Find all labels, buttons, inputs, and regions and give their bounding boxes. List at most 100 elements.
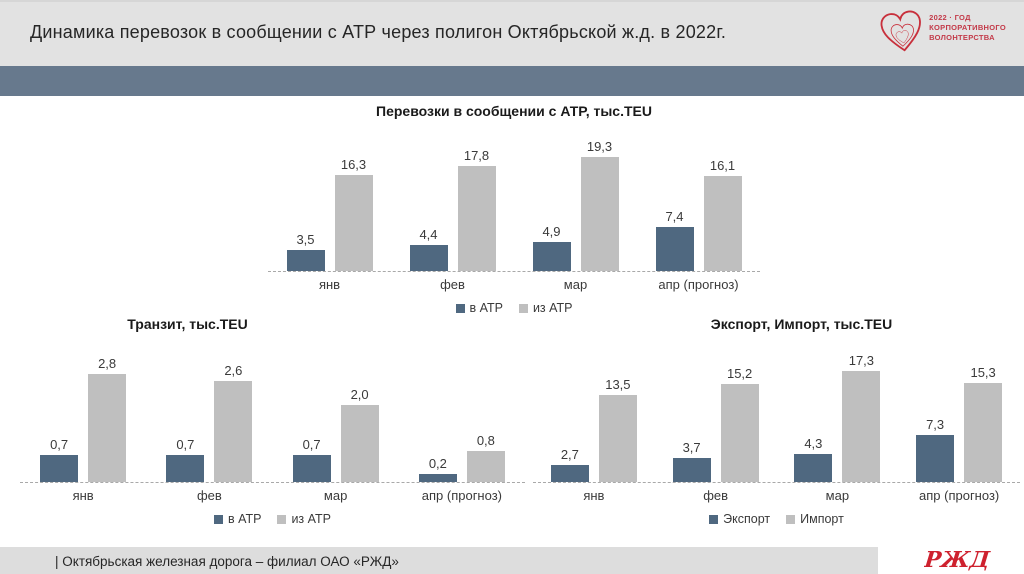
bar-with-label: 7,4 bbox=[655, 209, 694, 271]
axis-label: апр (прогноз) bbox=[421, 488, 502, 503]
bar-with-label: 16,3 bbox=[334, 157, 373, 271]
bar-with-label: 16,1 bbox=[703, 158, 742, 271]
bar-group: 3,5 16,3 bbox=[268, 157, 391, 271]
rzd-logo-icon: РЖД bbox=[924, 547, 992, 572]
bar-group: 3,7 15,2 bbox=[655, 366, 777, 482]
slide-footer: | Октябрьская железная дорога – филиал О… bbox=[0, 547, 1024, 574]
value-label: 3,5 bbox=[296, 232, 315, 247]
volunteer-year-badge: 2022 · ГОД КОРПОРАТИВНОГО ВОЛОНТЕРСТВА bbox=[879, 7, 1006, 57]
bar bbox=[334, 175, 373, 271]
bar-group: 7,4 16,1 bbox=[637, 158, 760, 271]
value-label: 0,2 bbox=[428, 456, 447, 471]
value-label: 16,3 bbox=[340, 157, 367, 172]
value-label: 0,7 bbox=[50, 437, 69, 452]
value-label: 2,0 bbox=[350, 387, 369, 402]
value-label: 15,3 bbox=[970, 365, 996, 380]
axis-label: янв bbox=[318, 277, 341, 292]
heart-scribble-icon bbox=[880, 10, 922, 52]
bar-group: 4,3 17,3 bbox=[777, 353, 899, 482]
bar-with-label: 3,7 bbox=[672, 440, 711, 482]
bar bbox=[418, 474, 457, 482]
bar bbox=[292, 455, 331, 482]
value-label: 0,7 bbox=[302, 437, 321, 452]
chart-legend: Экспорт Импорт bbox=[533, 512, 1020, 526]
axis-label: апр (прогноз) bbox=[658, 277, 739, 292]
badge-line-3: ВОЛОНТЕРСТВА bbox=[929, 33, 995, 43]
bar-with-label: 4,3 bbox=[794, 436, 833, 482]
bar bbox=[466, 451, 505, 482]
bar-with-label: 7,3 bbox=[916, 417, 955, 482]
value-label: 7,3 bbox=[926, 417, 945, 432]
bar bbox=[40, 455, 79, 482]
svg-text:РЖД: РЖД bbox=[924, 547, 992, 572]
bar bbox=[88, 374, 127, 482]
divider-bar bbox=[0, 66, 1024, 96]
axis-label: фев bbox=[703, 488, 729, 503]
legend-item: из АТР bbox=[518, 301, 573, 315]
bar bbox=[457, 166, 496, 271]
axis-label: фев bbox=[196, 488, 222, 503]
bar-with-label: 0,2 bbox=[418, 456, 457, 482]
bar-group: 0,2 0,8 bbox=[399, 433, 525, 482]
bar-with-label: 15,3 bbox=[964, 365, 1003, 482]
bar-with-label: 17,8 bbox=[457, 148, 496, 271]
bar-group: 2,7 13,5 bbox=[533, 377, 655, 482]
chart-legend: в АТР из АТР bbox=[20, 512, 525, 526]
legend-swatch-icon bbox=[455, 303, 465, 313]
value-label: 0,7 bbox=[176, 437, 195, 452]
value-label: 2,6 bbox=[224, 363, 243, 378]
value-label: 2,8 bbox=[98, 356, 117, 371]
bar-with-label: 0,7 bbox=[292, 437, 331, 482]
axis-label: мар bbox=[825, 488, 850, 503]
legend-swatch-icon bbox=[518, 303, 528, 313]
slide-title: Динамика перевозок в сообщении с АТР чер… bbox=[30, 22, 727, 42]
bar bbox=[580, 157, 619, 271]
slide-header: Динамика перевозок в сообщении с АТР чер… bbox=[0, 0, 1024, 66]
bar bbox=[286, 250, 325, 271]
legend-item: в АТР bbox=[455, 301, 503, 315]
footer-bar bbox=[0, 547, 878, 574]
bar-with-label: 2,8 bbox=[88, 356, 127, 482]
legend-item: в АТР bbox=[214, 512, 261, 526]
value-label: 13,5 bbox=[605, 377, 631, 392]
bar bbox=[409, 245, 448, 271]
legend-swatch-icon bbox=[709, 514, 719, 524]
bar-group: 4,4 17,8 bbox=[391, 148, 514, 271]
bar bbox=[550, 465, 589, 482]
chart-export-import: Экспорт, Импорт, тыс.TEU 2,7 13,5 3,7 15,2 4… bbox=[533, 316, 1020, 526]
value-label: 17,3 bbox=[848, 353, 875, 368]
bar bbox=[340, 405, 379, 482]
axis-label: янв bbox=[583, 488, 605, 503]
value-label: 0,8 bbox=[476, 433, 495, 448]
chart-title: Перевозки в сообщении с АТР, тыс.TEU bbox=[376, 103, 652, 119]
legend-label: Импорт bbox=[800, 512, 844, 526]
legend-label: в АТР bbox=[228, 512, 262, 526]
axis-label: мар bbox=[563, 277, 588, 292]
legend-item: Импорт bbox=[786, 512, 844, 526]
bar bbox=[794, 454, 833, 482]
chart-title: Транзит, тыс.TEU bbox=[127, 316, 248, 332]
value-label: 15,2 bbox=[726, 366, 753, 381]
bar bbox=[598, 395, 637, 482]
legend-label: из АТР bbox=[532, 301, 573, 315]
badge-line-2: КОРПОРАТИВНОГО bbox=[929, 23, 1006, 33]
bar-with-label: 0,7 bbox=[40, 437, 79, 482]
chart-perevozki-atr: Перевозки в сообщении с АТР, тыс.TEU 3,5… bbox=[268, 103, 760, 315]
chart-x-axis: янв фев мар апр (прогноз) bbox=[268, 272, 760, 292]
bar bbox=[214, 381, 253, 482]
value-label: 19,3 bbox=[586, 139, 613, 154]
bar-with-label: 3,5 bbox=[286, 232, 325, 271]
bar bbox=[916, 435, 955, 482]
bar-group: 4,9 19,3 bbox=[514, 139, 637, 271]
bar bbox=[166, 455, 205, 482]
bar-with-label: 15,2 bbox=[720, 366, 759, 482]
value-label: 7,4 bbox=[665, 209, 684, 224]
bar bbox=[532, 242, 571, 271]
bar-with-label: 13,5 bbox=[598, 377, 637, 482]
chart-plot-area: 0,7 2,8 0,7 2,6 0,7 2,0 0,2 0,8 bbox=[20, 344, 525, 483]
axis-label: янв bbox=[72, 488, 94, 503]
badge-line-1: 2022 · ГОД bbox=[929, 13, 971, 22]
chart-x-axis: янв фев мар апр (прогноз) bbox=[533, 483, 1020, 503]
bar bbox=[720, 384, 759, 482]
